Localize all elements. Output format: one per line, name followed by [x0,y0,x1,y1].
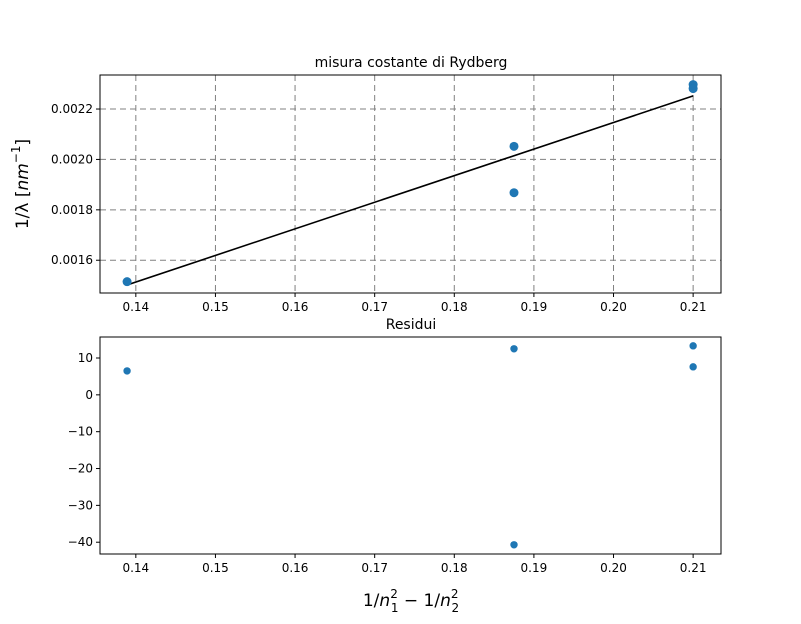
fit-data-point [509,188,519,198]
residuals-panel: Residui 0.14 0.15 0.16 0.17 0.18 0.19 0.20 0.21… [68,317,722,615]
residuals-data-point [689,342,697,350]
x-tick-label: 0.18 [441,300,468,314]
x-tick-label: 0.21 [680,300,707,314]
residuals-panel-frame [99,336,722,555]
x-tick-label: 0.16 [282,561,309,575]
x-tick-label: 0.18 [441,561,468,575]
residuals-panel-title: Residui [386,317,437,333]
fit-line [126,95,694,286]
residuals-data-point [689,363,697,371]
y-tick-label: 0 [85,388,93,402]
fit-panel: misura costante di Rydberg 0.14 0.15 0.16 0… [9,55,722,314]
x-tick-label: 0.15 [202,561,229,575]
x-tick-label: 0.17 [361,300,388,314]
y-tick-label: 0.0016 [51,253,93,267]
x-tick-label: 0.19 [521,561,548,575]
residuals-data-point [123,367,131,375]
y-tick-label: −30 [68,498,93,512]
residual-points-layer [123,342,697,549]
y-tick-label: −20 [68,462,93,476]
residuals-data-point [510,345,518,353]
x-tick-label: 0.17 [361,561,388,575]
y-tick-label: 0.0022 [51,102,93,116]
fit-panel-y-axis-label: 1/λ [nm−1] [9,139,33,229]
residuals-panel-y-ticks: 10 0 −10 −20 −30 −40 [68,351,100,549]
fit-panel-title: misura costante di Rydberg [315,55,508,71]
fit-panel-y-ticks: 0.0016 0.0018 0.0020 0.0022 [51,102,100,267]
fit-line-layer [126,95,694,286]
fit-panel-x-ticks: 0.14 0.15 0.16 0.17 0.18 0.19 0.20 0.21 [122,293,706,314]
fit-data-point [688,84,698,94]
x-tick-label: 0.16 [282,300,309,314]
fit-panel-grid [100,75,721,293]
x-tick-label: 0.20 [600,300,627,314]
y-tick-label: 0.0018 [51,203,93,217]
fit-data-point [122,277,132,287]
y-tick-label: 0.0020 [51,152,93,166]
x-tick-label: 0.15 [202,300,229,314]
fit-data-point [509,141,519,151]
fit-points-layer [122,80,698,287]
x-tick-label: 0.14 [122,561,149,575]
y-tick-label: −10 [68,425,93,439]
x-tick-label: 0.20 [600,561,627,575]
x-tick-label: 0.21 [680,561,707,575]
x-tick-label: 0.19 [521,300,548,314]
y-tick-label: 10 [78,351,93,365]
fit-panel-frame [99,74,722,294]
residuals-panel-x-axis-label: 1/n2 1 − 1/n2 2 [363,587,459,615]
residuals-panel-x-ticks: 0.14 0.15 0.16 0.17 0.18 0.19 0.20 0.21 [122,554,706,575]
residuals-data-point [510,541,518,549]
y-tick-label: −40 [68,535,93,549]
x-tick-label: 0.14 [122,300,149,314]
